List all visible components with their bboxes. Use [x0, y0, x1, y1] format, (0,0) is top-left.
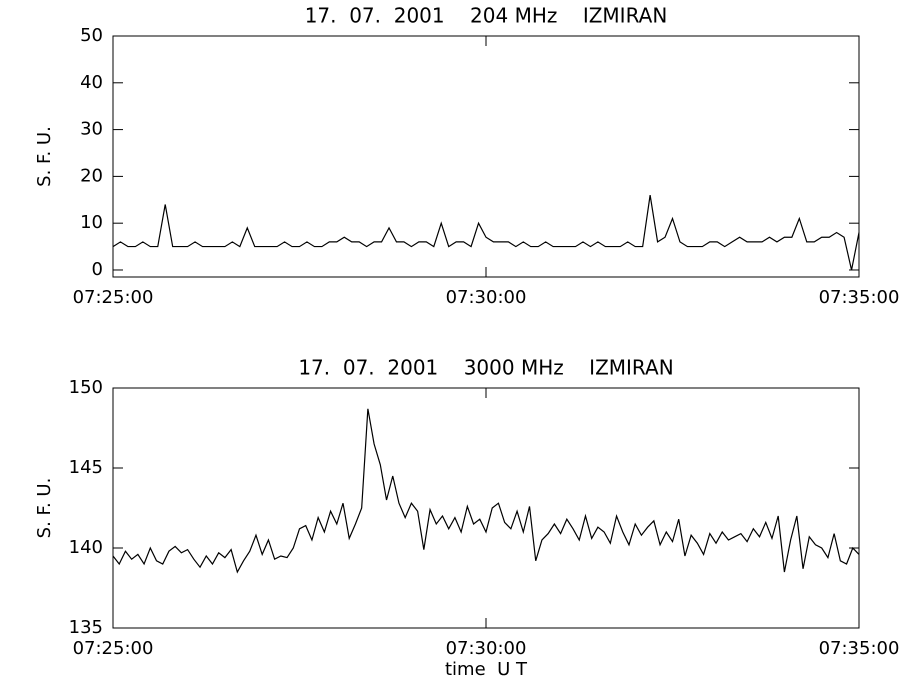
chart-title: 17. 07. 2001 204 MHz IZMIRAN: [305, 4, 668, 28]
x-tick-label: 07:35:00: [819, 287, 900, 308]
y-tick-label: 150: [69, 377, 103, 398]
y-tick-label: 0: [92, 259, 103, 280]
plot-frame: [112, 35, 860, 278]
data-line: [112, 408, 860, 574]
y-tick-label: 30: [80, 119, 103, 140]
y-axis-label: S. F. U.: [34, 478, 55, 539]
x-tick-label: 07:25:00: [73, 638, 154, 659]
y-tick-label: 40: [80, 72, 103, 93]
x-tick-label: 07:30:00: [446, 638, 527, 659]
y-tick-label: 140: [69, 537, 103, 558]
y-tick-label: 20: [80, 165, 103, 186]
data-line: [112, 195, 860, 271]
y-tick-label: 50: [80, 25, 103, 46]
x-tick-label: 07:35:00: [819, 638, 900, 659]
x-axis-label: time U T: [445, 659, 528, 680]
y-axis-label: S. F. U.: [34, 126, 55, 187]
chart-title: 17. 07. 2001 3000 MHz IZMIRAN: [298, 356, 673, 380]
y-tick-label: 135: [69, 617, 103, 638]
x-tick-label: 07:30:00: [446, 287, 527, 308]
plot-frame: [112, 387, 860, 629]
y-tick-label: 145: [69, 457, 103, 478]
x-tick-label: 07:25:00: [73, 287, 154, 308]
y-tick-label: 10: [80, 212, 103, 233]
